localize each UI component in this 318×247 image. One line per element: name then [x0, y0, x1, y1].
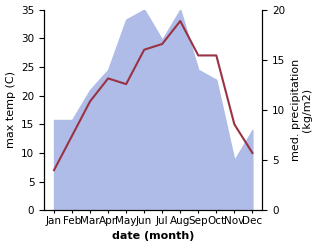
X-axis label: date (month): date (month): [112, 231, 194, 242]
Y-axis label: max temp (C): max temp (C): [5, 71, 16, 148]
Y-axis label: med. precipitation
(kg/m2): med. precipitation (kg/m2): [291, 59, 313, 161]
